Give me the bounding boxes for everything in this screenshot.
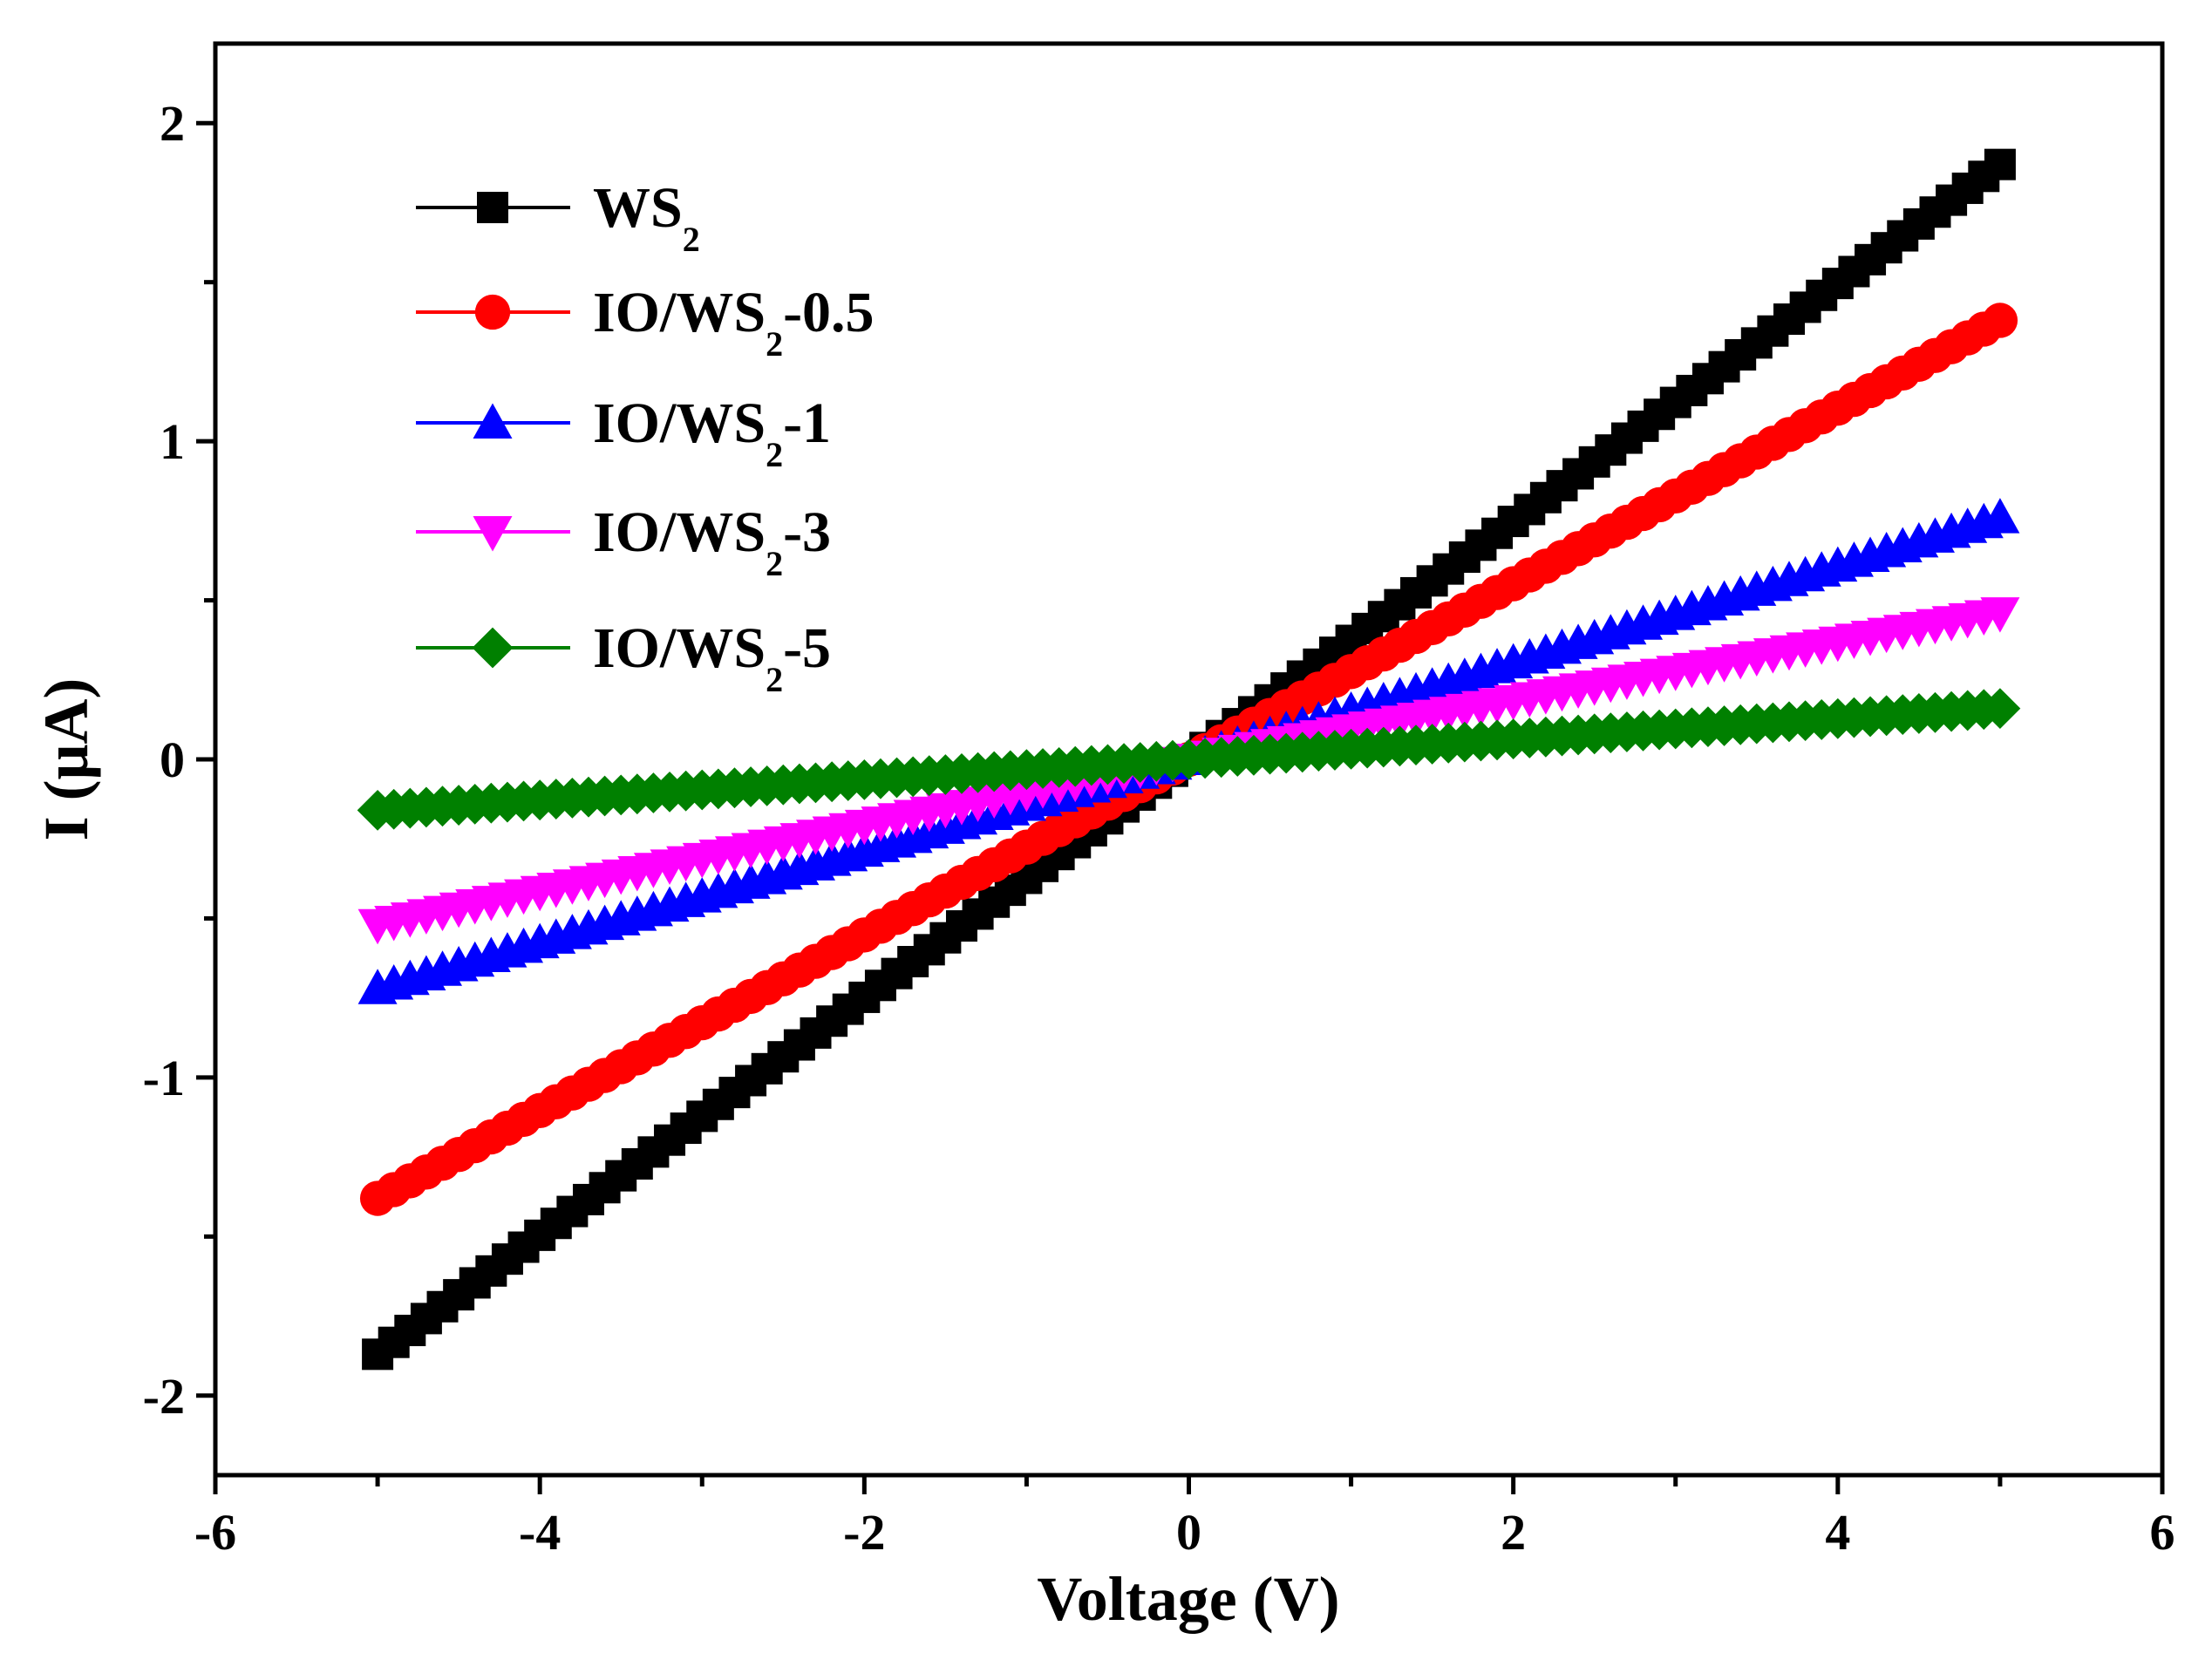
x-axis-ticks: -6 -4 -2 0 2 4 6 xyxy=(194,1475,2175,1561)
legend-marker xyxy=(472,627,514,669)
legend-label: WS2 xyxy=(593,176,700,259)
x-tick-label: 2 xyxy=(1501,1504,1526,1561)
x-tick-label: -4 xyxy=(519,1504,561,1561)
legend: WS2 IO/WS2-0.5 IO/WS2-1 IO/WS2-3 IO/WS2-5 xyxy=(416,176,875,699)
y-tick-label: 1 xyxy=(160,413,185,470)
data-point xyxy=(1982,303,2018,338)
data-point xyxy=(1979,688,2021,730)
legend-item: IO/WS2-5 xyxy=(416,616,831,699)
series-layer xyxy=(357,148,2021,1371)
legend-marker xyxy=(474,294,511,330)
data-point xyxy=(1980,597,2020,633)
y-tick-label: 2 xyxy=(160,95,185,152)
legend-marker xyxy=(473,516,513,552)
x-tick-label: 6 xyxy=(2150,1504,2175,1561)
data-point xyxy=(1984,148,2016,180)
legend-label: IO/WS2-0.5 xyxy=(593,281,875,364)
legend-label: IO/WS2-1 xyxy=(593,391,831,474)
x-tick-label: 0 xyxy=(1176,1504,1201,1561)
legend-item: IO/WS2-0.5 xyxy=(416,281,875,364)
y-tick-label: 0 xyxy=(160,731,185,788)
series-IO/WS2-5 xyxy=(357,688,2021,831)
y-tick-label: -2 xyxy=(143,1368,185,1425)
legend-marker xyxy=(473,403,513,439)
x-tick-label: -6 xyxy=(194,1504,236,1561)
x-tick-label: -2 xyxy=(843,1504,885,1561)
legend-item: IO/WS2-1 xyxy=(416,391,831,474)
x-axis-title: Voltage (V) xyxy=(1037,1564,1339,1634)
y-axis-ticks: -2 -1 0 1 2 xyxy=(143,95,215,1425)
legend-label: IO/WS2-3 xyxy=(593,500,831,583)
data-point xyxy=(1980,498,2020,534)
y-tick-label: -1 xyxy=(143,1050,185,1106)
legend-label: IO/WS2-5 xyxy=(593,616,831,699)
y-axis-title: I (μA) xyxy=(31,678,101,841)
legend-item: WS2 xyxy=(416,176,700,259)
legend-item: IO/WS2-3 xyxy=(416,500,831,583)
legend-marker xyxy=(477,192,508,223)
x-tick-label: 4 xyxy=(1825,1504,1850,1561)
